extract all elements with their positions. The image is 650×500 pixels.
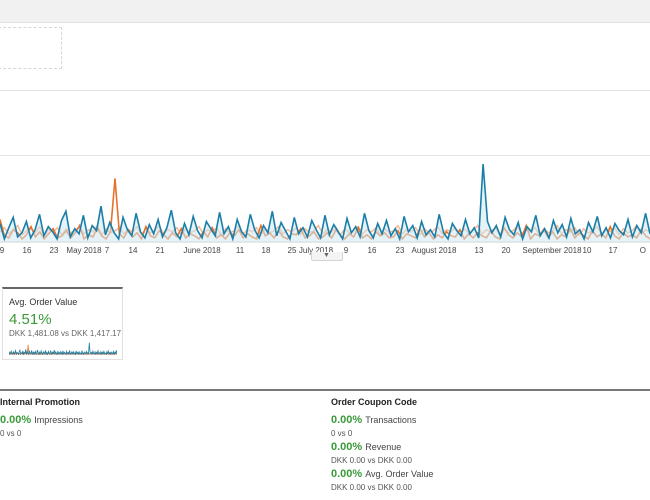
- series-line: [0, 164, 650, 242]
- x-tick-label: 18: [262, 246, 271, 255]
- chart-gridline-mid: [0, 155, 650, 156]
- timeline-chart[interactable]: 9 16 23 May 2018 7 14 21 June 2018 11 18 25 July 20…: [0, 140, 650, 260]
- x-tick-label: 25: [288, 246, 297, 255]
- section-divider: [0, 389, 650, 391]
- metric-label: Revenue: [365, 442, 402, 452]
- x-tick-label: July 2018: [299, 246, 334, 255]
- metric-label: Avg. Order Value: [365, 469, 434, 479]
- metric-label: Impressions: [34, 415, 83, 425]
- chart-gridline-top: [0, 90, 650, 91]
- chart-series: [0, 164, 650, 242]
- tile-comparison: DKK 1,481.08 vs DKK 1,417.17: [9, 329, 122, 338]
- x-tick-label: 7: [105, 246, 110, 255]
- x-tick-label: 13: [475, 246, 484, 255]
- series-area: [0, 164, 650, 242]
- metric-label: Transactions: [365, 415, 417, 425]
- x-tick-label: 9: [344, 246, 349, 255]
- metric-compare: DKK 0.00 vs DKK 0.00: [331, 483, 412, 492]
- metric-revenue[interactable]: 0.00% Revenue DKK 0.00 vs DKK 0.00: [331, 437, 412, 465]
- metric-tile-avg-order-value[interactable]: Avg. Order Value 4.51% DKK 1,481.08 vs D…: [2, 287, 123, 360]
- x-tick-label: 14: [129, 246, 138, 255]
- metric-value: 0.00%: [331, 414, 363, 426]
- metric-transactions[interactable]: 0.00% Transactions 0 vs 0: [331, 410, 416, 438]
- date-range-placeholder[interactable]: [0, 27, 62, 69]
- metric-value: 0.00%: [0, 414, 32, 426]
- metric-compare: DKK 0.00 vs DKK 0.00: [331, 456, 412, 465]
- x-tick-label: June 2018: [183, 246, 221, 255]
- internal-promotion-title: Internal Promotion: [0, 397, 81, 407]
- metric-compare: 0 vs 0: [331, 429, 353, 438]
- tile-sparkline: [9, 342, 117, 355]
- chart-resize-handle[interactable]: ▼: [311, 252, 343, 261]
- x-tick-label: May 2018: [66, 246, 102, 255]
- x-tick-label: 16: [368, 246, 377, 255]
- chart-x-axis: 9 16 23 May 2018 7 14 21 June 2018 11 18 25 July 20…: [0, 246, 646, 255]
- tile-change-percent: 4.51%: [9, 311, 52, 328]
- order-coupon-code-title: Order Coupon Code: [331, 397, 417, 407]
- x-tick-label: 11: [236, 246, 245, 255]
- x-tick-label: 9: [0, 246, 5, 255]
- tile-title: Avg. Order Value: [9, 297, 78, 307]
- metric-value: 0.00%: [331, 468, 363, 480]
- x-tick-label: 10: [583, 246, 592, 255]
- x-tick-label: 23: [50, 246, 59, 255]
- x-tick-label: 17: [609, 246, 618, 255]
- x-tick-label: 23: [396, 246, 405, 255]
- sparkline-series: [9, 342, 117, 355]
- x-tick-label: September 2018: [522, 246, 582, 255]
- metric-avg-order-value[interactable]: 0.00% Avg. Order Value DKK 0.00 vs DKK 0.…: [331, 464, 433, 492]
- x-tick-label: 20: [502, 246, 511, 255]
- metric-value: 0.00%: [331, 441, 363, 453]
- x-tick-label: August 2018: [412, 246, 457, 255]
- metric-compare: 0 vs 0: [0, 429, 22, 438]
- x-tick-label: 21: [156, 246, 165, 255]
- x-tick-label: 16: [23, 246, 32, 255]
- top-toolbar: [0, 0, 650, 23]
- chevron-down-icon: ▼: [323, 252, 330, 259]
- metric-impressions[interactable]: 0.00% Impressions 0 vs 0: [0, 410, 83, 438]
- x-tick-label: O: [640, 246, 646, 255]
